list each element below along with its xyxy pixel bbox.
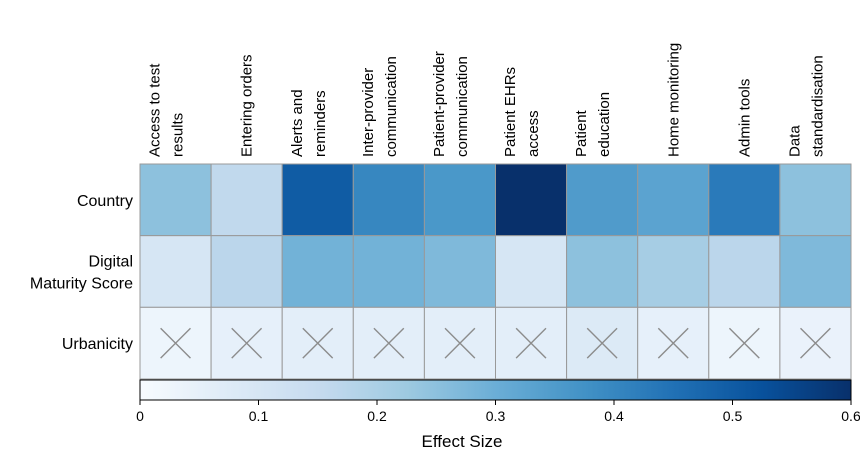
column-label: Home monitoring bbox=[665, 43, 682, 157]
heatmap-cell bbox=[708, 235, 781, 308]
heatmap-cell bbox=[352, 235, 425, 308]
cross-mark bbox=[728, 327, 760, 359]
cross-mark bbox=[373, 327, 405, 359]
colorbar-tick-label: 0.3 bbox=[486, 408, 506, 424]
column-label: access bbox=[525, 110, 542, 157]
column-label: Admin tools bbox=[736, 79, 753, 157]
column-label: Patient bbox=[573, 109, 590, 157]
heatmap-cell bbox=[637, 163, 710, 237]
heatmap-cell bbox=[423, 235, 496, 308]
column-label: reminders bbox=[312, 90, 329, 157]
column-label: Patient EHRs bbox=[502, 67, 519, 157]
cross-mark bbox=[515, 327, 547, 359]
column-label: results bbox=[170, 113, 187, 157]
column-labels: Access to test results Entering orders Aler… bbox=[147, 43, 827, 157]
cross-mark bbox=[586, 327, 618, 359]
colorbar-tick-label: 0.4 bbox=[604, 408, 624, 424]
heatmap-cell bbox=[281, 163, 354, 237]
heatmap-cell bbox=[210, 163, 283, 237]
colorbar-tick-label: 0.1 bbox=[249, 408, 269, 424]
heatmap-cell bbox=[637, 306, 710, 380]
cross-mark bbox=[444, 327, 476, 359]
heatmap-cell bbox=[495, 163, 568, 237]
heatmap-cell bbox=[423, 163, 496, 237]
colorbar-label: Effect Size bbox=[422, 432, 503, 451]
column-label: Entering orders bbox=[239, 54, 256, 157]
column-label: standardisation bbox=[809, 55, 826, 157]
column-label: Data bbox=[786, 125, 803, 157]
heatmap-cell bbox=[139, 163, 212, 237]
row-label: Maturity Score bbox=[30, 276, 133, 293]
row-labels: Country Digital Maturity Score Urbanicity bbox=[30, 193, 133, 353]
colorbar-tick-label: 0.5 bbox=[723, 408, 743, 424]
heatmap-cell bbox=[139, 235, 212, 308]
column-label: Inter-provider bbox=[360, 68, 377, 157]
heatmap-cell bbox=[566, 235, 639, 308]
column-label: Access to test bbox=[147, 63, 164, 157]
column-label: Alerts and bbox=[289, 89, 306, 157]
cross-mark bbox=[800, 327, 831, 359]
colorbar bbox=[139, 379, 852, 401]
heatmap-cell bbox=[281, 235, 354, 308]
heatmap-cells bbox=[139, 163, 852, 380]
column-label: education bbox=[596, 92, 613, 157]
row-label: Digital bbox=[89, 254, 133, 271]
column-label: communication bbox=[383, 56, 400, 157]
row-label: Country bbox=[77, 193, 133, 210]
row-label: Urbanicity bbox=[62, 336, 133, 353]
heatmap-cell bbox=[779, 163, 852, 237]
heatmap-cell bbox=[352, 163, 425, 237]
column-label: communication bbox=[454, 56, 471, 157]
colorbar-tick-label: 0 bbox=[136, 408, 144, 424]
urbanicity-cross-marks bbox=[160, 327, 831, 359]
cross-mark bbox=[160, 327, 191, 359]
colorbar-tick-label: 0.6 bbox=[841, 408, 860, 424]
colorbar-tick-label: 0.2 bbox=[367, 408, 387, 424]
cross-mark bbox=[231, 327, 263, 359]
heatmap-cell bbox=[495, 235, 568, 308]
cross-mark bbox=[302, 327, 334, 359]
heatmap-cell bbox=[566, 163, 639, 237]
colorbar-ticks: 0 0.1 0.2 0.3 0.4 0.5 0.6 bbox=[136, 400, 860, 424]
heatmap-cell bbox=[779, 235, 852, 308]
heatmap-cell bbox=[708, 163, 781, 237]
heatmap-cell bbox=[210, 235, 283, 308]
column-label: Patient-provider bbox=[431, 51, 448, 157]
cross-mark bbox=[657, 327, 689, 359]
heatmap-cell bbox=[637, 235, 710, 308]
